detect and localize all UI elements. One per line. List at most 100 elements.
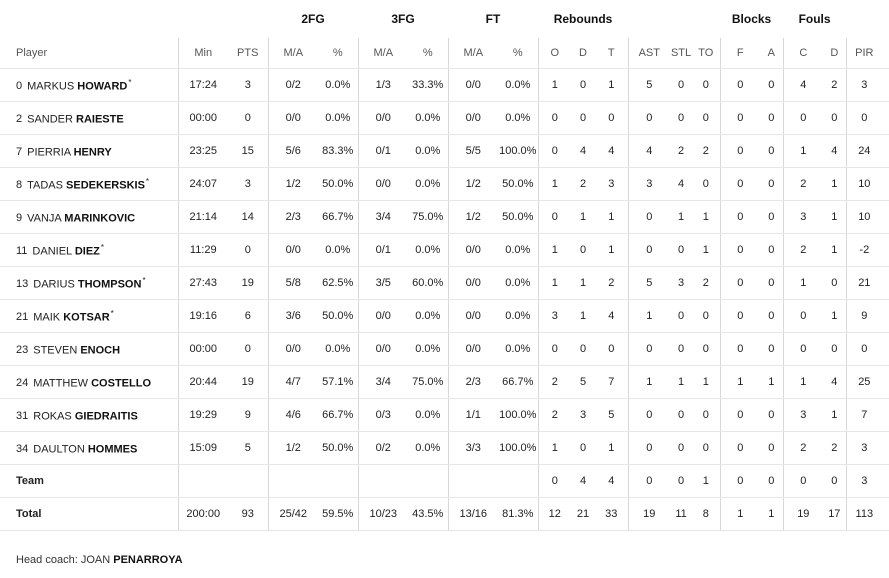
cell-ft-ma: 0/0 <box>447 266 498 300</box>
player-number: 7 <box>16 146 23 159</box>
cell-foul-c: 1 <box>782 365 824 399</box>
cell-reb-d: 5 <box>571 365 596 399</box>
cell-reb-o: 3 <box>537 299 572 333</box>
player-name-cell[interactable]: 9 VANJA MARINKOVIC <box>0 200 178 234</box>
cell-ft-pct: 100.0% <box>498 134 539 168</box>
cell-ast: 19 <box>627 497 671 531</box>
cell-blk-a: 0 <box>760 266 784 300</box>
cell-stl: 0 <box>670 299 693 333</box>
cell-3fg-pct <box>408 464 448 498</box>
player-first-name: MATTHEW <box>33 377 89 390</box>
cell-reb-t: 1 <box>595 200 629 234</box>
player-name-cell[interactable]: 11 DANIEL DIEZ* <box>0 233 178 267</box>
cell-blk-f: 0 <box>719 233 761 267</box>
player-name-cell[interactable]: 0 MARKUS HOWARD* <box>0 68 178 102</box>
player-name-cell[interactable]: 2 SANDER RAIESTE <box>0 101 178 135</box>
cell-2fg-pct: 50.0% <box>318 167 358 201</box>
cell-reb-t: 1 <box>595 233 629 267</box>
cell-3fg-pct: 0.0% <box>408 101 448 135</box>
player-name-cell[interactable]: 8 TADAS SEDEKERSKIS* <box>0 167 178 201</box>
col-pts: PTS <box>228 38 268 69</box>
cell-reb-d: 1 <box>571 299 596 333</box>
cell-foul-d: 0 <box>823 332 847 366</box>
boxscore-table: 2FG 3FG FT Rebounds Blocks Fouls Player … <box>0 12 889 531</box>
cell-pir: 0 <box>845 101 883 135</box>
table-row[interactable]: 34 DAULTON HOMMES 15:09 5 1/2 50.0% 0/2 0.0% 3/3… <box>0 431 889 465</box>
table-row[interactable]: 23 STEVEN ENOCH 00:00 0 0/0 0.0% 0/0 0.0% 0/0 0.0… <box>0 332 889 366</box>
cell-2fg-pct: 66.7% <box>318 398 358 432</box>
table-row[interactable]: 24 MATTHEW COSTELLO 20:44 19 4/7 57.1% 3/4 75.0… <box>0 365 889 399</box>
cell-ft-pct: 100.0% <box>498 431 539 465</box>
cell-3fg-ma: 3/4 <box>357 365 408 399</box>
starter-marker: * <box>142 275 146 285</box>
cell-plus-minus <box>882 167 889 201</box>
cell-pir: 3 <box>845 68 883 102</box>
cell-blk-a: 0 <box>760 200 784 234</box>
table-row[interactable]: 2 SANDER RAIESTE 00:00 0 0/0 0.0% 0/0 0.0% 0/0 0.… <box>0 101 889 135</box>
cell-reb-t: 5 <box>595 398 629 432</box>
cell-pts: 19 <box>228 266 268 300</box>
starter-marker: * <box>100 242 104 252</box>
cell-foul-d: 1 <box>823 200 847 234</box>
cell-3fg-pct: 75.0% <box>408 200 448 234</box>
col-2fg-ma: M/A <box>267 38 318 69</box>
player-name-cell[interactable]: 31 ROKAS GIEDRAITIS <box>0 398 178 432</box>
table-row[interactable]: 21 MAIK KOTSAR* 19:16 6 3/6 50.0% 0/0 0.0% 0/0 0.… <box>0 299 889 333</box>
player-last-name: DIEZ <box>74 245 100 258</box>
cell-plus-minus <box>882 497 889 531</box>
table-row[interactable]: 9 VANJA MARINKOVIC 21:14 14 2/3 66.7% 3/4 75.0%… <box>0 200 889 234</box>
cell-2fg-pct: 50.0% <box>318 299 358 333</box>
table-row[interactable]: 7 PIERRIA HENRY 23:25 15 5/6 83.3% 0/1 0.0% 5/5 1… <box>0 134 889 168</box>
cell-to: 0 <box>692 68 721 102</box>
table-row[interactable]: 0 MARKUS HOWARD* 17:24 3 0/2 0.0% 1/3 33.3% 0/0 0… <box>0 68 889 102</box>
cell-ft-ma: 0/0 <box>447 68 498 102</box>
cell-ast: 0 <box>627 332 671 366</box>
player-number: 13 <box>16 278 29 291</box>
cell-pir: 3 <box>845 431 883 465</box>
table-row[interactable]: 31 ROKAS GIEDRAITIS 19:29 9 4/6 66.7% 0/3 0.0% 1… <box>0 398 889 432</box>
player-name-cell[interactable]: 23 STEVEN ENOCH <box>0 332 178 366</box>
table-row[interactable]: 8 TADAS SEDEKERSKIS* 24:07 3 1/2 50.0% 0/0 0.0%… <box>0 167 889 201</box>
cell-foul-c: 0 <box>782 101 824 135</box>
player-name-cell[interactable]: 13 DARIUS THOMPSON* <box>0 266 178 300</box>
cell-2fg-pct: 83.3% <box>318 134 358 168</box>
cell-pir: 3 <box>845 464 883 498</box>
cell-3fg-ma: 0/0 <box>357 332 408 366</box>
player-number: 31 <box>16 410 29 423</box>
table-row[interactable]: 13 DARIUS THOMPSON* 27:43 19 5/8 62.5% 3/5 60.0… <box>0 266 889 300</box>
cell-pir: 21 <box>845 266 883 300</box>
cell-foul-c: 19 <box>782 497 824 531</box>
cell-pir: 9 <box>845 299 883 333</box>
cell-2fg-ma: 25/42 <box>267 497 318 531</box>
player-name-cell[interactable]: 7 PIERRIA HENRY <box>0 134 178 168</box>
table-row[interactable]: 11 DANIEL DIEZ* 11:29 0 0/0 0.0% 0/1 0.0% 0/0 0.0… <box>0 233 889 267</box>
cell-ft-pct: 100.0% <box>498 398 539 432</box>
cell-2fg-ma: 4/6 <box>267 398 318 432</box>
cell-foul-d: 17 <box>823 497 847 531</box>
player-name-cell[interactable]: 24 MATTHEW COSTELLO <box>0 365 178 399</box>
cell-plus-minus <box>882 233 889 267</box>
cell-pir: 25 <box>845 365 883 399</box>
cell-plus-minus <box>882 266 889 300</box>
cell-blk-f: 0 <box>719 332 761 366</box>
player-last-name: GIEDRAITIS <box>74 410 138 423</box>
cell-stl: 0 <box>670 332 693 366</box>
col-blk-a: A <box>760 38 784 69</box>
cell-3fg-ma: 1/3 <box>357 68 408 102</box>
player-name-cell[interactable]: 21 MAIK KOTSAR* <box>0 299 178 333</box>
cell-ft-pct: 0.0% <box>498 266 539 300</box>
cell-ft-pct: 0.0% <box>498 332 539 366</box>
col-3fg-ma: M/A <box>357 38 408 69</box>
cell-2fg-pct: 0.0% <box>318 233 358 267</box>
cell-2fg-ma: 2/3 <box>267 200 318 234</box>
cell-plus-minus <box>882 101 889 135</box>
player-first-name: TADAS <box>27 179 63 192</box>
cell-ast: 1 <box>627 299 671 333</box>
col-foul-d: D <box>823 38 847 69</box>
cell-plus-minus <box>882 431 889 465</box>
cell-reb-t: 1 <box>595 68 629 102</box>
cell-pts: 5 <box>228 431 268 465</box>
cell-blk-a: 0 <box>760 332 784 366</box>
player-name-cell[interactable]: 34 DAULTON HOMMES <box>0 431 178 465</box>
cell-blk-a: 1 <box>760 497 784 531</box>
